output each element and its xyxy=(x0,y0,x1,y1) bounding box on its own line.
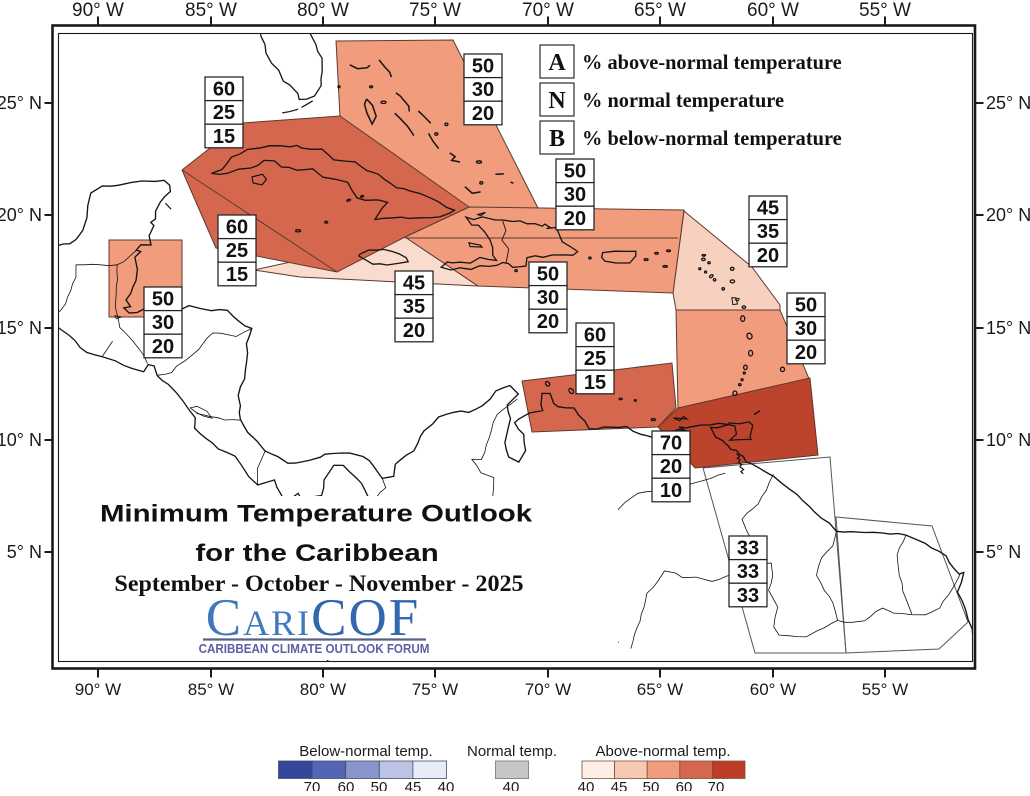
svg-text:20: 20 xyxy=(403,320,425,342)
svg-text:20: 20 xyxy=(472,103,494,125)
svg-text:% below-normal temperature: % below-normal temperature xyxy=(582,128,842,150)
svg-text:25° N: 25° N xyxy=(986,93,1030,113)
svg-text:% normal temperature: % normal temperature xyxy=(582,90,784,112)
svg-text:85° W: 85° W xyxy=(185,0,237,21)
svg-text:20: 20 xyxy=(564,208,586,230)
svg-text:5° N: 5° N xyxy=(986,542,1021,562)
svg-text:25: 25 xyxy=(584,348,606,370)
svg-text:10° N: 10° N xyxy=(986,430,1030,450)
svg-text:25: 25 xyxy=(226,240,248,262)
svg-text:CARICOF: CARICOF xyxy=(206,589,420,647)
svg-text:Below-normal temp.: Below-normal temp. xyxy=(299,743,432,760)
svg-text:60: 60 xyxy=(338,779,355,791)
svg-text:65° W: 65° W xyxy=(634,0,686,21)
svg-text:B: B xyxy=(549,126,565,152)
svg-text:75° W: 75° W xyxy=(412,680,458,699)
svg-text:10: 10 xyxy=(660,480,682,502)
svg-text:65° W: 65° W xyxy=(637,680,683,699)
svg-text:Above-normal temp.: Above-normal temp. xyxy=(595,743,730,760)
svg-text:Minimum Temperature Outlook: Minimum Temperature Outlook xyxy=(100,500,533,527)
svg-text:20: 20 xyxy=(537,311,559,333)
svg-text:60° W: 60° W xyxy=(750,680,796,699)
svg-text:20: 20 xyxy=(795,342,817,364)
svg-text:45: 45 xyxy=(405,779,422,791)
svg-text:33: 33 xyxy=(737,585,759,607)
svg-text:45: 45 xyxy=(611,779,628,791)
svg-text:85° W: 85° W xyxy=(188,680,234,699)
svg-text:40: 40 xyxy=(438,779,455,791)
svg-text:33: 33 xyxy=(737,561,759,583)
svg-text:80° W: 80° W xyxy=(300,680,346,699)
svg-text:30: 30 xyxy=(472,79,494,101)
svg-text:33: 33 xyxy=(737,538,759,560)
svg-text:15° N: 15° N xyxy=(0,318,42,338)
svg-text:20: 20 xyxy=(757,245,779,267)
svg-text:25: 25 xyxy=(213,102,235,124)
svg-text:60: 60 xyxy=(676,779,693,791)
svg-text:for the Caribbean: for the Caribbean xyxy=(195,539,438,566)
svg-text:80° W: 80° W xyxy=(297,0,349,21)
svg-text:15: 15 xyxy=(213,126,235,148)
svg-text:90° W: 90° W xyxy=(75,680,121,699)
svg-text:10° N: 10° N xyxy=(0,430,42,450)
svg-text:35: 35 xyxy=(403,296,425,318)
svg-text:20° N: 20° N xyxy=(986,205,1030,225)
svg-text:40: 40 xyxy=(503,779,520,791)
svg-text:75° W: 75° W xyxy=(409,0,461,21)
svg-text:35: 35 xyxy=(757,221,779,243)
svg-text:60: 60 xyxy=(584,325,606,347)
svg-text:20: 20 xyxy=(660,456,682,478)
svg-text:5° N: 5° N xyxy=(7,542,42,562)
svg-text:September - October - November: September - October - November - 2025 xyxy=(114,571,523,597)
svg-text:45: 45 xyxy=(757,198,779,220)
svg-text:50: 50 xyxy=(795,295,817,317)
svg-text:70: 70 xyxy=(304,779,321,791)
svg-text:70° W: 70° W xyxy=(525,680,571,699)
svg-text:20: 20 xyxy=(152,336,174,358)
svg-text:CARIBBEAN CLIMATE OUTLOOK FORU: CARIBBEAN CLIMATE OUTLOOK FORUM xyxy=(199,642,430,656)
svg-text:45: 45 xyxy=(403,273,425,295)
svg-text:Normal temp.: Normal temp. xyxy=(467,743,557,760)
svg-text:70° W: 70° W xyxy=(522,0,574,21)
svg-text:60: 60 xyxy=(213,79,235,101)
svg-text:N: N xyxy=(548,88,566,114)
svg-text:40: 40 xyxy=(578,779,595,791)
svg-text:20° N: 20° N xyxy=(0,205,42,225)
svg-text:60: 60 xyxy=(226,217,248,239)
svg-text:50: 50 xyxy=(371,779,388,791)
svg-text:30: 30 xyxy=(564,184,586,206)
svg-text:25° N: 25° N xyxy=(0,93,42,113)
svg-text:15: 15 xyxy=(226,264,248,286)
svg-text:50: 50 xyxy=(537,264,559,286)
svg-text:15° N: 15° N xyxy=(986,318,1030,338)
svg-text:15: 15 xyxy=(584,372,606,394)
svg-text:70: 70 xyxy=(660,433,682,455)
svg-text:50: 50 xyxy=(152,289,174,311)
svg-text:50: 50 xyxy=(564,161,586,183)
svg-text:60° W: 60° W xyxy=(747,0,799,21)
svg-text:50: 50 xyxy=(643,779,660,791)
svg-text:70: 70 xyxy=(708,779,725,791)
svg-text:50: 50 xyxy=(472,56,494,78)
svg-text:55° W: 55° W xyxy=(862,680,908,699)
svg-text:30: 30 xyxy=(152,312,174,334)
svg-text:30: 30 xyxy=(537,287,559,309)
svg-text:% above-normal temperature: % above-normal temperature xyxy=(582,52,842,74)
svg-text:30: 30 xyxy=(795,318,817,340)
svg-text:A: A xyxy=(548,50,566,76)
svg-text:90° W: 90° W xyxy=(72,0,124,21)
svg-text:55° W: 55° W xyxy=(859,0,911,21)
